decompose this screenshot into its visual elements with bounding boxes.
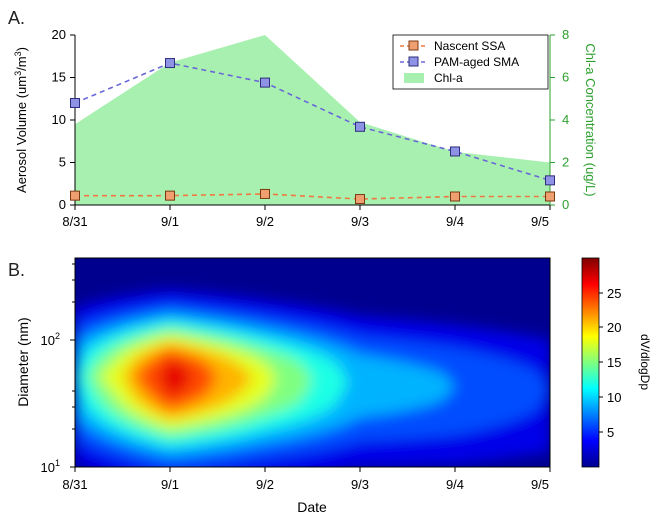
- y2-tick-label: 4: [562, 112, 569, 127]
- colorbar-label: dV/dlogDp: [638, 334, 652, 390]
- y2-axis-label: Chl-a Concentration (ug/L): [583, 43, 598, 196]
- colorbar-tick: 25: [607, 286, 621, 301]
- series-group: [70, 58, 555, 205]
- chl-a-area: [75, 35, 550, 205]
- data-point: [260, 77, 270, 88]
- y-tick-label: 10: [52, 112, 66, 127]
- colorbar-tick: 10: [607, 390, 621, 405]
- y2-tick-label: 8: [562, 27, 569, 42]
- x-tick-label: 8/31: [62, 214, 87, 229]
- x-tick-label: 9/3: [351, 477, 369, 492]
- colorbar-tick: 15: [607, 355, 621, 370]
- legend-marker-nascent: [408, 40, 419, 51]
- y-axis-label: Aerosol Volume (um3/m3): [13, 47, 29, 193]
- data-point: [545, 175, 555, 186]
- legend-marker-pam: [408, 56, 419, 67]
- heatmap-frame: [74, 257, 551, 468]
- y-tick-label: 5: [59, 155, 66, 170]
- x-tick-label: 9/1: [161, 477, 179, 492]
- data-point: [450, 191, 460, 202]
- colorbar-tick: 20: [607, 320, 621, 335]
- data-point: [545, 191, 555, 202]
- x-tick-label: 9/2: [256, 214, 274, 229]
- y-tick-label: 101: [41, 458, 60, 475]
- y2-tick-label: 6: [562, 70, 569, 85]
- legend-swatch-chla: [404, 73, 424, 83]
- series-line-1: [74, 62, 551, 182]
- y-tick-label: 0: [59, 197, 66, 212]
- x-tick-label: 9/4: [446, 477, 464, 492]
- heatmap-contour-level: [75, 349, 550, 411]
- x-tick-label: 9/5: [531, 214, 549, 229]
- data-point: [260, 188, 270, 199]
- x-ticks-b: 8/31 9/1 9/2 9/3 9/4 9/5: [62, 467, 551, 492]
- data-point: [165, 58, 175, 69]
- y2-tick-label: 2: [562, 155, 569, 170]
- data-point: [70, 98, 80, 108]
- heatmap-contour-level: [75, 358, 550, 399]
- x-tick-label: 8/31: [62, 477, 87, 492]
- y-tick-label: 15: [52, 70, 66, 85]
- x-tick-label: 9/2: [256, 477, 274, 492]
- legend-label: Chl-a: [434, 71, 463, 85]
- data-point: [355, 121, 365, 132]
- colorbar: 5 10 15 20 25 dV/dlogDp: [581, 257, 652, 468]
- panel-b-label: B.: [8, 260, 25, 280]
- legend-label: Nascent SSA: [434, 39, 505, 53]
- x-axis-label: Date: [297, 499, 327, 515]
- x-ticks-a: 8/31 9/1 9/2 9/3 9/4 9/5: [62, 205, 551, 229]
- colorbar-tick: 5: [607, 425, 614, 440]
- panel-b: B. 102 101 8/31 9/1: [8, 257, 652, 515]
- colorbar-gradient: [581, 257, 600, 468]
- x-tick-label: 9/1: [161, 214, 179, 229]
- x-tick-label: 9/3: [351, 214, 369, 229]
- log-y-ticks: 102 101: [41, 263, 75, 475]
- data-point: [165, 190, 175, 201]
- x-tick-label: 9/4: [446, 214, 464, 229]
- y-tick-label: 20: [52, 27, 66, 42]
- legend-label: PAM-aged SMA: [434, 55, 519, 69]
- right-y-ticks: 0 2 4 6 8: [550, 27, 569, 212]
- y2-tick-label: 0: [562, 197, 569, 212]
- y-tick-label: 102: [41, 331, 60, 348]
- y-axis-label: Diameter (nm): [15, 317, 31, 406]
- panel-a: A. 0 5 10 15 20 0 2 4 6 8: [8, 8, 598, 229]
- heatmap: [75, 258, 550, 467]
- data-point: [70, 190, 80, 201]
- left-y-ticks: 0 5 10 15 20: [52, 27, 75, 212]
- panel-a-label: A.: [8, 8, 25, 28]
- series-line-0: [75, 193, 550, 200]
- data-point: [355, 194, 365, 205]
- legend: Nascent SSA PAM-aged SMA Chl-a: [392, 34, 549, 90]
- x-tick-label: 9/5: [531, 477, 549, 492]
- data-point: [450, 146, 460, 157]
